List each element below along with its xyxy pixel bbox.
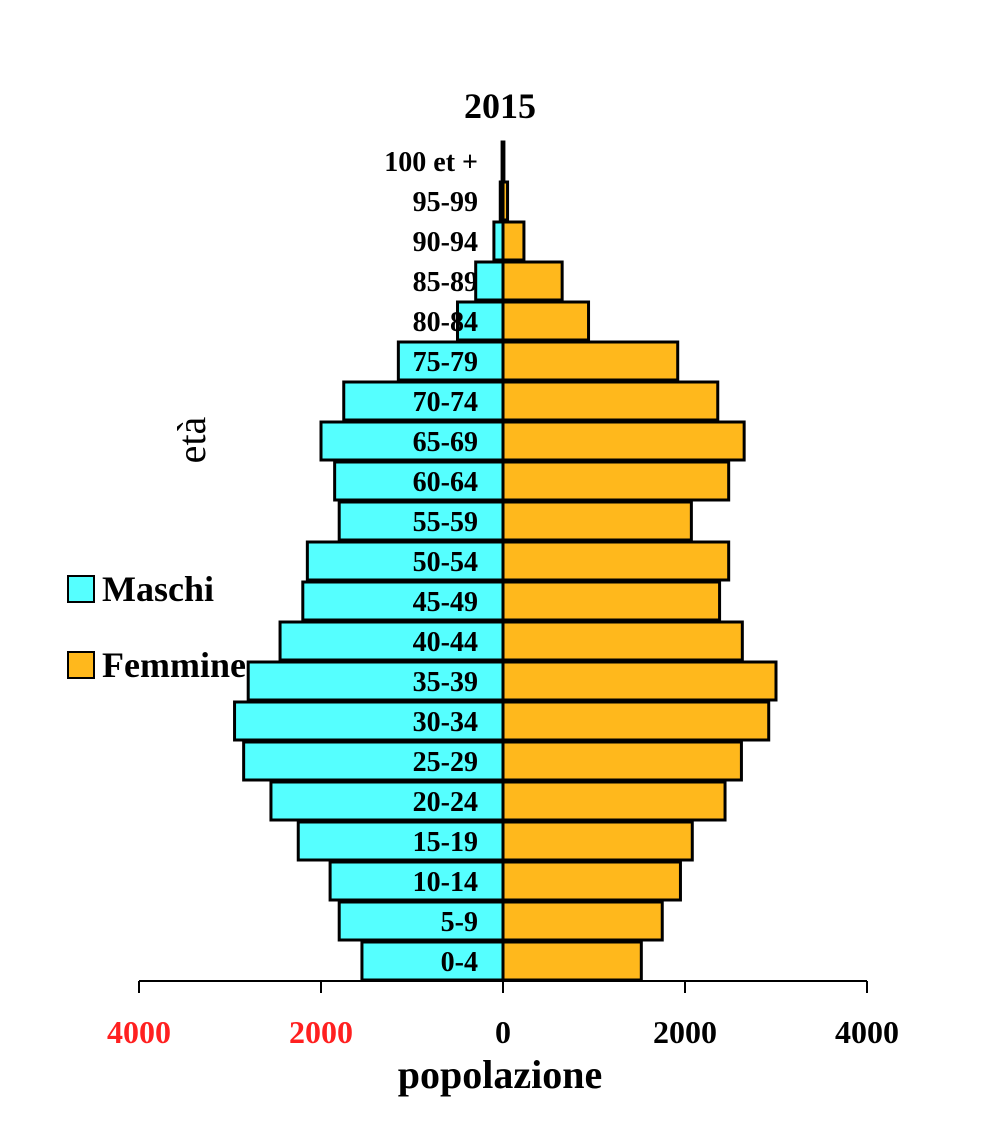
age-label: 40-44 — [413, 627, 478, 658]
x-tick-label: 0 — [495, 1014, 511, 1050]
bar-female-10-14 — [501, 860, 682, 902]
x-tick-label: 2000 — [289, 1014, 353, 1050]
bar-female-5-9 — [501, 900, 664, 942]
bar-female-35-39 — [501, 660, 778, 702]
bar-female-30-34 — [501, 700, 771, 742]
bar-female-45-49 — [501, 580, 722, 622]
bar-male-0-4 — [360, 940, 505, 982]
bar-male-65-69 — [319, 420, 505, 462]
age-label: 20-24 — [413, 787, 478, 818]
bar-male-10-14 — [328, 860, 505, 902]
age-label: 50-54 — [413, 547, 478, 578]
x-axis-label: popolazione — [398, 1052, 602, 1097]
x-tick-label: 2000 — [653, 1014, 717, 1050]
bar-female-60-64 — [501, 460, 731, 502]
age-label: 70-74 — [413, 387, 478, 418]
age-label: 5-9 — [441, 907, 478, 938]
bar-female-55-59 — [501, 500, 693, 542]
legend-label-female: Femmine — [102, 645, 246, 685]
bar-female-25-29 — [501, 740, 743, 782]
legend-label-male: Maschi — [102, 569, 214, 609]
bar-female-90-94 — [501, 220, 526, 262]
bar-male-85-89 — [474, 260, 505, 302]
x-tick-label: 4000 — [835, 1014, 899, 1050]
bar-female-20-24 — [501, 780, 727, 822]
age-label: 25-29 — [413, 747, 478, 778]
bar-male-75-79 — [396, 340, 505, 382]
legend-swatch-female — [67, 651, 95, 679]
legend: Maschi Femmine — [67, 569, 246, 685]
age-label: 60-64 — [413, 467, 478, 498]
age-label: 65-69 — [413, 427, 478, 458]
bar-female-50-54 — [501, 540, 731, 582]
age-label: 90-94 — [413, 227, 478, 258]
bar-female-70-74 — [501, 380, 720, 422]
bar-female-80-84 — [501, 300, 591, 342]
chart-title: 2015 — [464, 86, 536, 126]
age-label: 80-84 — [413, 307, 478, 338]
age-label: 55-59 — [413, 507, 478, 538]
bar-female-85-89 — [501, 260, 564, 302]
age-label: 85-89 — [413, 267, 478, 298]
age-label: 100 et + — [384, 147, 478, 178]
age-label: 35-39 — [413, 667, 478, 698]
bar-male-40-44 — [278, 620, 505, 662]
bar-male-35-39 — [246, 660, 505, 702]
age-group-labels: 0-4 5-9 10-14 15-19 20-24 25-29 30-34 35-39 40-4… — [384, 147, 478, 978]
y-axis-label: età — [169, 416, 214, 463]
bar-female-65-69 — [501, 420, 746, 462]
legend-swatch-male — [67, 575, 95, 603]
age-label: 0-4 — [441, 947, 478, 978]
x-axis: 4000 2000 0 2000 4000 — [107, 145, 899, 1050]
bar-male-20-24 — [269, 780, 505, 822]
age-label: 75-79 — [413, 347, 478, 378]
age-label: 10-14 — [413, 867, 478, 898]
age-label: 95-99 — [413, 187, 478, 218]
bar-female-0-4 — [501, 940, 643, 982]
bar-male-5-9 — [337, 900, 505, 942]
x-tick-label: 4000 — [107, 1014, 171, 1050]
age-label: 30-34 — [413, 707, 478, 738]
bar-male-55-59 — [337, 500, 505, 542]
bar-male-80-84 — [456, 300, 505, 342]
bar-female-40-44 — [501, 620, 744, 662]
bar-male-60-64 — [333, 460, 505, 502]
bar-male-45-49 — [301, 580, 505, 622]
bar-female-75-79 — [501, 340, 680, 382]
female-bars — [501, 140, 778, 982]
male-bars — [233, 140, 505, 982]
age-label: 45-49 — [413, 587, 478, 618]
bar-male-30-34 — [233, 700, 505, 742]
bar-female-15-19 — [501, 820, 694, 862]
age-label: 15-19 — [413, 827, 478, 858]
